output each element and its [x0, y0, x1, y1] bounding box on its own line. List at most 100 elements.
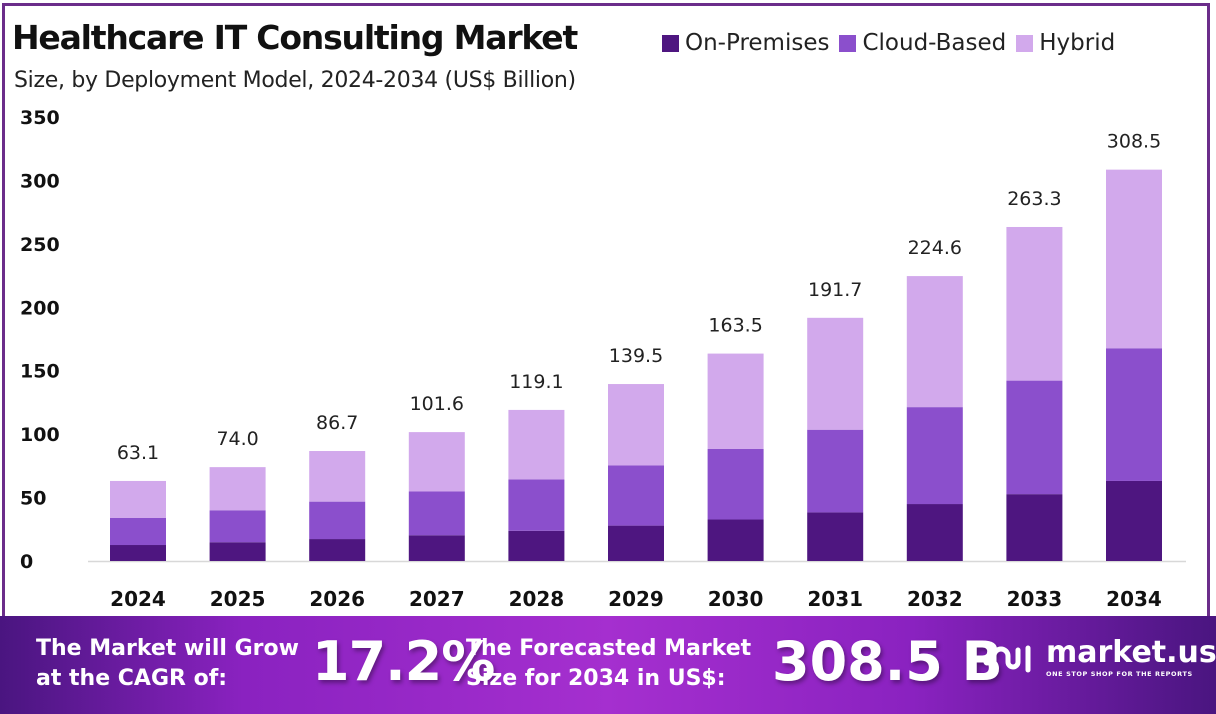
stacked-bar-chart: 0 50 100 150 200 250 300 350 63.1 74.0 86.7 101.6 1…	[20, 107, 1186, 611]
bar-segment-hybrid	[608, 384, 664, 466]
y-tick-label: 300	[20, 170, 60, 192]
bar-segment-on-premises	[209, 542, 266, 561]
bar-segment-on-premises	[408, 535, 465, 561]
data-label-total: 86.7	[316, 412, 358, 434]
x-tick-label: 2028	[509, 587, 565, 611]
bar-segment-cloud-based	[608, 465, 664, 526]
cagr-caption-line2: at the CAGR of:	[36, 666, 228, 691]
bar-stack-2028	[508, 409, 565, 561]
y-axis: 0 50 100 150 200 250 300 350	[20, 107, 60, 573]
bar-segment-on-premises	[807, 512, 864, 561]
x-tick-label: 2027	[409, 587, 465, 611]
y-tick-label: 250	[20, 234, 60, 256]
chart-subtitle: Size, by Deployment Model, 2024-2034 (US…	[14, 68, 576, 93]
legend-item-hybrid: Hybrid	[1016, 30, 1115, 56]
bar-segment-cloud-based	[707, 448, 764, 520]
x-tick-label: 2029	[608, 587, 664, 611]
bar-stack-2025	[209, 467, 266, 561]
y-tick-label: 200	[20, 297, 60, 319]
x-tick-label: 2026	[309, 587, 365, 611]
data-label-total: 101.6	[410, 393, 464, 415]
data-label-total: 263.3	[1007, 188, 1061, 210]
forecast-caption-line2: Size for 2034 in US$:	[466, 666, 726, 691]
x-tick-label: 2031	[807, 587, 863, 611]
bar-stack-2034	[1106, 169, 1162, 561]
market-us-logo: market.us ONE STOP SHOP FOR THE REPORTS	[982, 638, 1216, 678]
bar-segment-on-premises	[1006, 494, 1063, 561]
data-label-total: 63.1	[117, 442, 159, 464]
y-tick-label: 50	[20, 488, 46, 510]
x-axis: 2024 2025 2026 2027 2028 2029 2030 2031 2032 2033…	[110, 587, 1162, 611]
x-tick-label: 2032	[907, 587, 963, 611]
legend-item-on-premises: On-Premises	[662, 30, 829, 56]
y-tick-label: 0	[20, 551, 33, 573]
x-tick-label: 2034	[1106, 587, 1162, 611]
bar-segment-on-premises	[906, 504, 963, 561]
forecast-caption: The Forecasted Market Size for 2034 in U…	[466, 634, 751, 694]
data-label-total: 139.5	[609, 345, 663, 367]
bar-segment-hybrid	[906, 276, 963, 408]
bar-stack-2026	[309, 451, 366, 561]
bar-stack-2024	[110, 480, 166, 561]
x-tick-label: 2030	[708, 587, 764, 611]
x-tick-label: 2025	[210, 587, 266, 611]
chart-title: Healthcare IT Consulting Market	[12, 18, 578, 57]
legend-label: On-Premises	[685, 30, 830, 56]
legend-swatch-on-premises	[662, 34, 679, 52]
bar-stack-2033	[1006, 226, 1063, 561]
bar-segment-hybrid	[508, 409, 565, 480]
y-tick-label: 350	[20, 107, 60, 129]
legend-swatch-hybrid	[1016, 34, 1034, 52]
bar-segment-on-premises	[1106, 480, 1162, 561]
data-label-total: 191.7	[808, 279, 862, 301]
bar-segment-hybrid	[1006, 226, 1063, 381]
bar-segment-on-premises	[309, 539, 366, 561]
bar-stack-2032	[906, 276, 963, 561]
legend-swatch-cloud-based	[839, 34, 857, 52]
chart-frame	[2, 3, 1210, 703]
logo-tagline: ONE STOP SHOP FOR THE REPORTS	[1046, 670, 1193, 678]
bar-segment-hybrid	[209, 467, 266, 511]
x-tick-label: 2024	[110, 587, 166, 611]
bar-segment-hybrid	[408, 432, 465, 492]
bar-segment-on-premises	[608, 525, 664, 561]
bar-segment-hybrid	[110, 480, 166, 518]
y-tick-label: 150	[20, 361, 60, 383]
data-label-total: 308.5	[1107, 131, 1161, 153]
footer-banner: The Market will Grow at the CAGR of: 17.…	[0, 616, 1216, 714]
bar-segment-on-premises	[707, 519, 764, 561]
bar-segment-hybrid	[1106, 169, 1162, 349]
bar-stack-2030	[707, 353, 764, 561]
bar-stack-2027	[408, 432, 465, 561]
bar-segment-hybrid	[807, 317, 864, 430]
bar-segment-cloud-based	[1006, 380, 1063, 495]
bar-segment-cloud-based	[508, 479, 565, 531]
bar-segment-cloud-based	[408, 491, 465, 536]
market-us-logo-icon	[983, 645, 1031, 673]
bar-segment-cloud-based	[807, 429, 864, 513]
data-label-total: 163.5	[708, 315, 762, 337]
forecast-caption-line1: The Forecasted Market	[466, 636, 752, 661]
bar-segment-cloud-based	[209, 510, 266, 543]
cagr-caption-line1: The Market will Grow	[36, 636, 299, 661]
legend-label: Cloud-Based	[862, 30, 1007, 56]
bar-segment-cloud-based	[1106, 348, 1162, 481]
legend-label: Hybrid	[1039, 30, 1116, 56]
legend-item-cloud-based: Cloud-Based	[839, 30, 1006, 56]
bar-segment-cloud-based	[110, 517, 166, 546]
data-label-total: 119.1	[509, 371, 563, 393]
bar-segment-cloud-based	[309, 501, 366, 540]
bar-stack-2031	[807, 317, 864, 561]
bar-stack-2029	[608, 384, 664, 561]
data-label-total: 224.6	[908, 237, 962, 259]
bar-segment-hybrid	[309, 451, 366, 502]
forecast-value: 308.5 B	[772, 630, 1003, 693]
x-tick-label: 2033	[1007, 587, 1063, 611]
y-tick-label: 100	[20, 424, 60, 446]
cagr-caption: The Market will Grow at the CAGR of:	[36, 634, 299, 694]
bar-segment-cloud-based	[906, 407, 963, 505]
data-label-total: 74.0	[216, 428, 258, 450]
bar-segment-hybrid	[707, 353, 764, 449]
bar-segment-on-premises	[110, 545, 166, 561]
bars: 63.1 74.0 86.7 101.6 119.1 139.5 163.5 191.7 224…	[110, 131, 1162, 561]
